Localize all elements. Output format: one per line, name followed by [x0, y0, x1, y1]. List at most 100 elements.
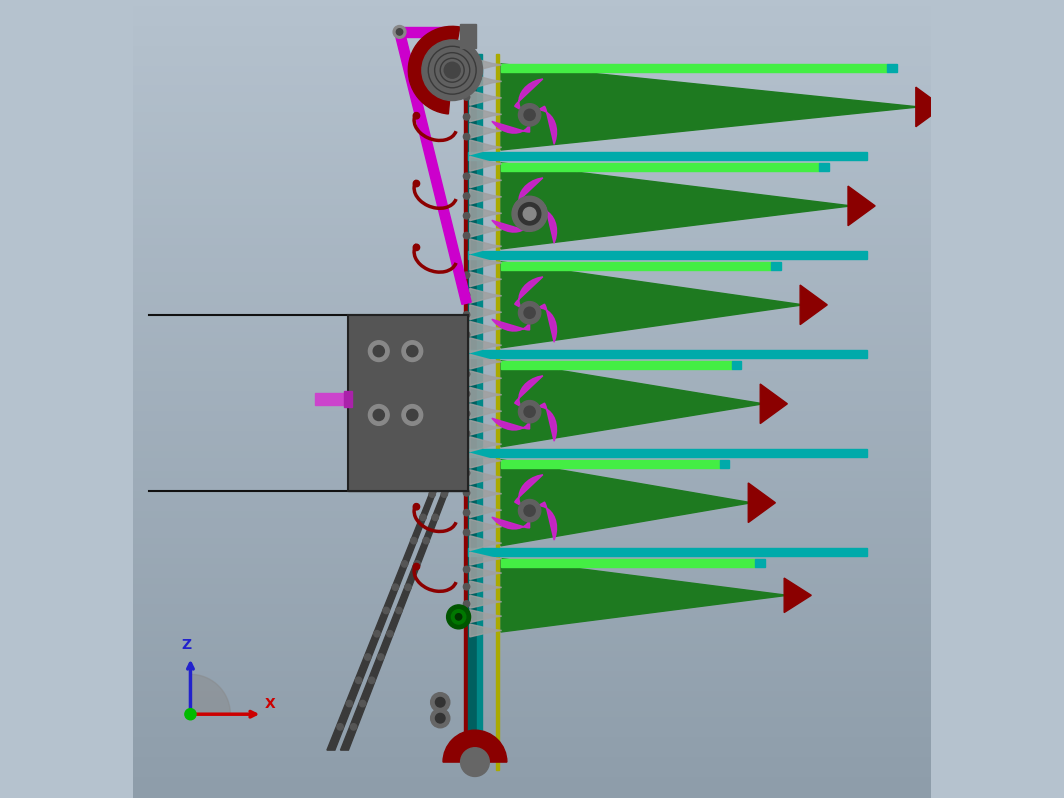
Polygon shape — [492, 418, 530, 430]
Polygon shape — [800, 285, 828, 325]
Polygon shape — [395, 31, 471, 304]
Circle shape — [463, 94, 469, 101]
Polygon shape — [469, 624, 502, 637]
Bar — [133, 652, 931, 658]
Bar — [133, 46, 931, 53]
Bar — [349, 315, 468, 491]
Polygon shape — [469, 404, 502, 419]
Polygon shape — [469, 453, 502, 468]
Polygon shape — [538, 502, 556, 540]
Bar — [133, 532, 931, 539]
Polygon shape — [469, 519, 502, 534]
Circle shape — [518, 500, 541, 522]
Polygon shape — [469, 156, 502, 172]
Circle shape — [463, 212, 469, 219]
Bar — [468, 548, 867, 556]
Polygon shape — [515, 376, 543, 407]
Circle shape — [523, 207, 536, 220]
Circle shape — [450, 468, 456, 474]
Bar — [133, 738, 931, 745]
Bar — [133, 778, 931, 784]
Circle shape — [463, 601, 469, 607]
Circle shape — [413, 504, 419, 510]
Circle shape — [414, 561, 420, 567]
Bar — [133, 373, 931, 379]
Bar — [133, 559, 931, 565]
Bar — [133, 286, 931, 293]
Polygon shape — [760, 384, 787, 424]
Circle shape — [463, 232, 469, 239]
Polygon shape — [538, 106, 556, 144]
Polygon shape — [501, 262, 803, 348]
Bar — [133, 20, 931, 26]
Bar — [133, 53, 931, 60]
Polygon shape — [469, 338, 502, 353]
Bar — [133, 140, 931, 146]
Bar — [133, 505, 931, 512]
Bar — [732, 361, 741, 369]
Circle shape — [368, 405, 389, 425]
Circle shape — [523, 109, 535, 120]
Polygon shape — [538, 205, 556, 243]
Bar — [133, 465, 931, 472]
Polygon shape — [515, 475, 543, 506]
Polygon shape — [469, 567, 502, 579]
Bar — [133, 492, 931, 499]
Bar — [468, 449, 867, 457]
Circle shape — [463, 430, 469, 437]
Circle shape — [413, 380, 419, 386]
Bar — [133, 353, 931, 359]
Polygon shape — [784, 578, 811, 613]
Bar — [719, 460, 729, 468]
Bar — [133, 319, 931, 326]
Circle shape — [451, 610, 466, 624]
Polygon shape — [501, 559, 787, 632]
Circle shape — [360, 701, 366, 707]
Circle shape — [435, 697, 445, 707]
Bar — [887, 64, 897, 72]
Circle shape — [463, 113, 469, 120]
Bar — [133, 106, 931, 113]
Bar — [501, 361, 732, 369]
Circle shape — [429, 491, 435, 497]
Bar — [133, 313, 931, 319]
Circle shape — [463, 529, 469, 535]
Bar — [755, 559, 765, 567]
Bar — [477, 54, 482, 770]
Polygon shape — [469, 173, 502, 188]
Bar — [133, 758, 931, 764]
Polygon shape — [469, 387, 502, 402]
Polygon shape — [469, 535, 502, 551]
Circle shape — [431, 693, 450, 712]
Polygon shape — [469, 421, 502, 435]
Circle shape — [432, 514, 438, 520]
Bar — [133, 732, 931, 738]
Circle shape — [402, 341, 422, 361]
Bar — [133, 219, 931, 226]
Circle shape — [413, 444, 419, 450]
Bar — [133, 180, 931, 186]
Polygon shape — [501, 163, 851, 249]
Circle shape — [355, 677, 362, 683]
Bar — [345, 391, 352, 407]
Circle shape — [420, 514, 427, 520]
Bar — [133, 433, 931, 439]
Polygon shape — [501, 361, 764, 447]
Circle shape — [438, 468, 445, 474]
Bar — [133, 618, 931, 625]
Bar — [133, 718, 931, 725]
Polygon shape — [492, 220, 530, 232]
Circle shape — [435, 713, 445, 723]
Bar — [133, 279, 931, 286]
Polygon shape — [469, 107, 502, 122]
Polygon shape — [469, 437, 502, 452]
Circle shape — [413, 563, 419, 570]
Polygon shape — [327, 471, 445, 750]
Bar — [133, 359, 931, 365]
Polygon shape — [469, 470, 502, 484]
Bar — [133, 259, 931, 266]
Circle shape — [461, 748, 489, 776]
Bar — [133, 645, 931, 652]
Polygon shape — [469, 581, 502, 594]
Circle shape — [386, 630, 393, 637]
